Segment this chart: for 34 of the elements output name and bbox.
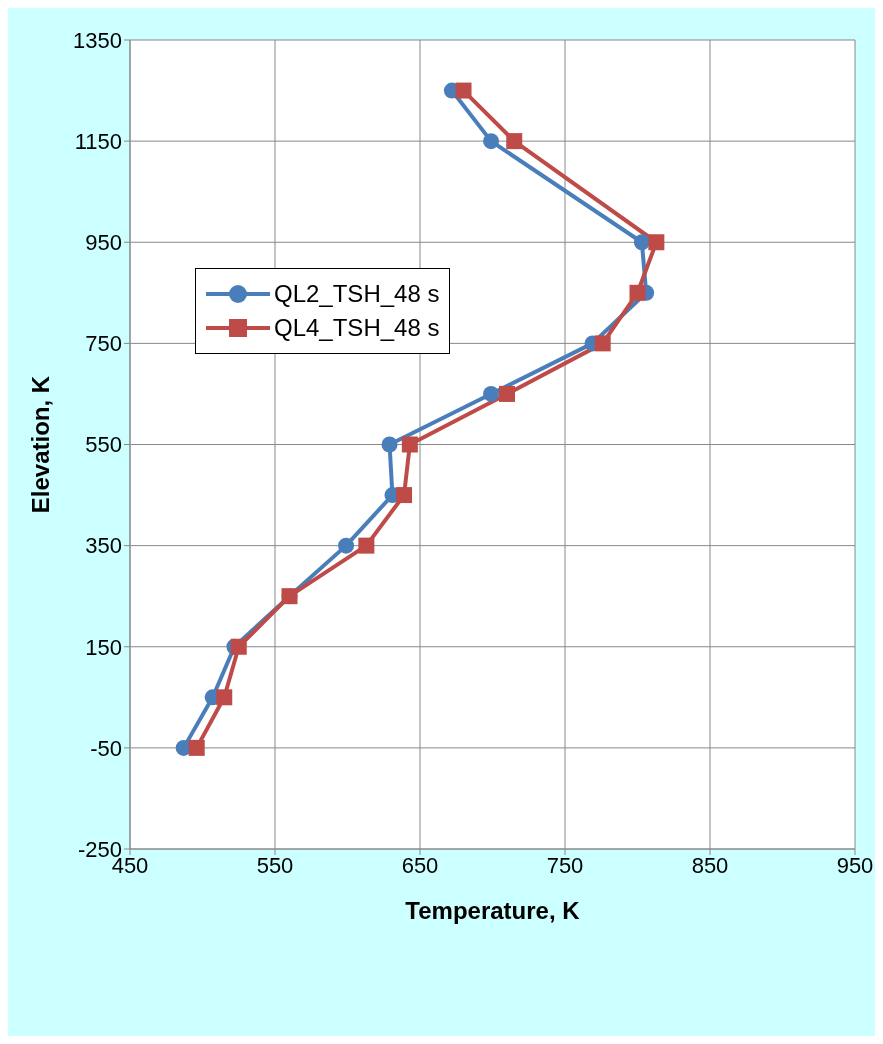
y-tick-label: 150 [85, 634, 122, 660]
point [358, 537, 375, 554]
point [633, 234, 650, 251]
x-tick-label: 750 [546, 852, 584, 878]
y-axis-title: Elevation, K [26, 375, 54, 514]
point [338, 537, 355, 554]
y-tick-label: 1150 [74, 128, 122, 154]
y-tick-label: 750 [85, 331, 122, 357]
legend-label: QL4_TSH_48 s [274, 314, 440, 342]
y-tick-label: 350 [85, 533, 122, 559]
point [506, 133, 523, 150]
point [230, 638, 247, 655]
y-tick-label: 1350 [73, 27, 122, 53]
point [455, 82, 472, 99]
point [216, 689, 233, 706]
point [381, 436, 398, 453]
x-tick-label: 850 [691, 852, 729, 878]
x-tick-label: 950 [836, 852, 874, 878]
point [401, 436, 418, 453]
y-tick-label: 550 [85, 432, 122, 458]
x-axis-title: Temperature, K [405, 897, 581, 924]
point [188, 739, 205, 756]
point [483, 133, 500, 150]
legend-label: QL2_TSH_48 s [274, 280, 440, 308]
point [483, 385, 500, 402]
point [648, 234, 665, 251]
point [499, 385, 515, 402]
point [594, 335, 611, 352]
point [629, 284, 646, 301]
y-tick-label: -50 [90, 735, 122, 761]
x-tick-label: 550 [256, 852, 294, 878]
point [396, 487, 413, 504]
y-tick-label: 950 [85, 230, 122, 256]
x-tick-label: 650 [401, 852, 439, 878]
